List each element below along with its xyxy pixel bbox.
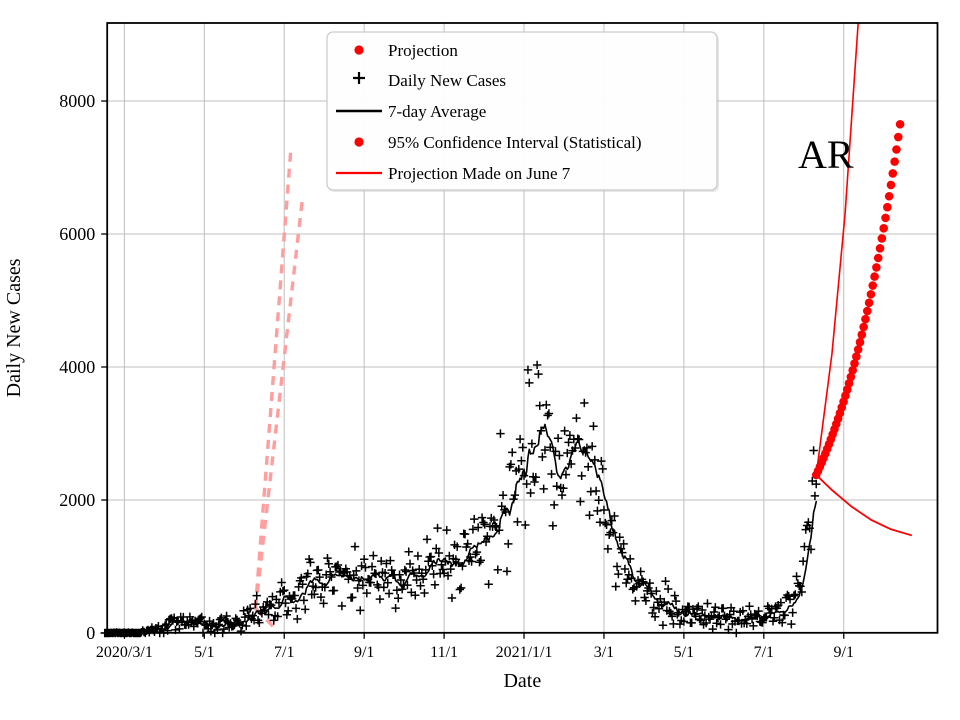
svg-text:7-day Average: 7-day Average — [388, 102, 486, 121]
svg-text:Date: Date — [503, 670, 541, 692]
svg-text:5/1: 5/1 — [194, 644, 214, 661]
svg-text:11/1: 11/1 — [430, 644, 458, 661]
svg-text:3/1: 3/1 — [594, 644, 614, 661]
svg-text:8000: 8000 — [59, 91, 95, 111]
svg-text:6000: 6000 — [59, 224, 95, 244]
svg-text:2020/3/1: 2020/3/1 — [96, 644, 153, 661]
svg-text:Daily New Cases: Daily New Cases — [388, 71, 506, 90]
svg-text:7/1: 7/1 — [754, 644, 774, 661]
svg-text:2021/1/1: 2021/1/1 — [496, 644, 553, 661]
svg-text:2000: 2000 — [59, 490, 95, 510]
svg-text:7/1: 7/1 — [274, 644, 294, 661]
svg-text:Projection: Projection — [388, 41, 458, 60]
svg-text:Daily New Cases: Daily New Cases — [3, 258, 25, 397]
svg-text:4000: 4000 — [59, 357, 95, 377]
svg-text:0: 0 — [86, 623, 95, 643]
svg-text:95% Confidence Interval (Stati: 95% Confidence Interval (Statistical) — [388, 133, 642, 152]
svg-text:Projection Made on June 7: Projection Made on June 7 — [388, 164, 571, 183]
svg-text:9/1: 9/1 — [354, 644, 374, 661]
svg-text:AR: AR — [798, 132, 854, 177]
svg-text:5/1: 5/1 — [674, 644, 694, 661]
svg-text:9/1: 9/1 — [834, 644, 854, 661]
